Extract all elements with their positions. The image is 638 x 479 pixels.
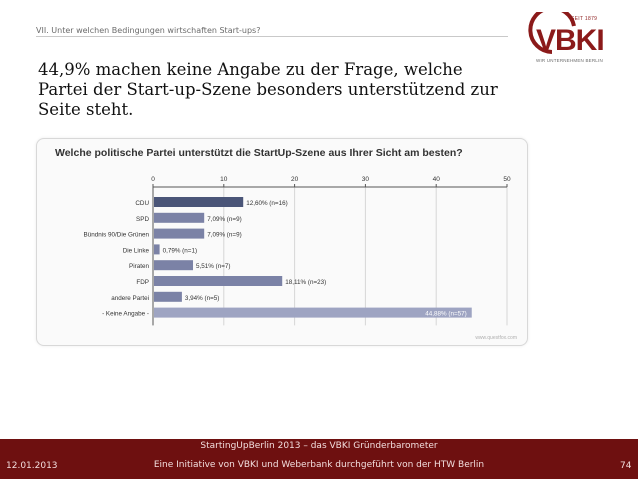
data-label: 3,94% (n=5): [185, 295, 219, 302]
x-tick-label: 30: [362, 176, 370, 183]
data-label: 18,11% (n=23): [285, 279, 326, 286]
data-label: 7,09% (n=9): [207, 232, 241, 239]
chart-watermark: www.questfox.com: [475, 335, 517, 341]
page-number: 74: [620, 461, 632, 471]
page-title: 44,9% machen keine Angabe zu der Frage, …: [38, 60, 498, 119]
data-label: 7,09% (n=9): [207, 216, 241, 223]
bar: [154, 307, 472, 318]
logo-since: SEIT 1879: [571, 16, 598, 22]
category-label: FDP: [136, 279, 149, 286]
header-divider: [36, 36, 508, 37]
x-tick-label: 50: [503, 176, 511, 183]
category-label: Piraten: [129, 263, 149, 270]
logo-tagline: WIR UNTERNEHMEN BERLIN: [536, 58, 603, 63]
x-tick-label: 40: [433, 176, 441, 183]
data-label: 5,51% (n=7): [196, 263, 230, 270]
data-label: 44,88% (n=57): [425, 311, 466, 318]
bar: [154, 260, 194, 271]
data-label: 0,79% (n=1): [163, 247, 197, 254]
vbki-logo: [512, 6, 624, 72]
category-label: andere Partei: [111, 295, 149, 302]
bar-chart: 0 10 20 30 40 50 CDU 12,60% (n=16) SPD 7,09% (n=9…: [84, 176, 511, 326]
category-label: Bündnis 90/Die Grünen: [84, 232, 150, 239]
bar: [154, 212, 205, 223]
x-tick-label: 10: [220, 176, 228, 183]
bar: [154, 197, 244, 207]
category-label: - Keine Angabe -: [102, 311, 149, 318]
category-label: Die Linke: [123, 247, 150, 254]
bar: [154, 228, 205, 239]
x-tick-label: 20: [291, 176, 299, 183]
bar: [154, 276, 283, 286]
logo-name: VBKI: [536, 24, 605, 57]
chart-title: Welche politische Partei unterstützt die…: [55, 147, 463, 159]
footer-date: 12.01.2013: [6, 461, 58, 471]
x-tick-label: 0: [151, 176, 155, 183]
category-label: SPD: [136, 216, 149, 223]
bar: [154, 291, 182, 302]
category-label: CDU: [135, 200, 149, 207]
footer-bar: [0, 439, 638, 479]
footer-subtitle: Eine Initiative von VBKI und Weberbank d…: [153, 460, 485, 470]
chart-panel: Welche politische Partei unterstützt die…: [36, 138, 528, 346]
footer-title: StartingUpBerlin 2013 – das VBKI Gründer…: [200, 441, 438, 451]
logo-swoosh-icon: [528, 6, 576, 54]
bar: [154, 244, 160, 255]
data-label: 12,60% (n=16): [246, 200, 287, 207]
breadcrumb: VII. Unter welchen Bedingungen wirtschaf…: [36, 26, 261, 35]
